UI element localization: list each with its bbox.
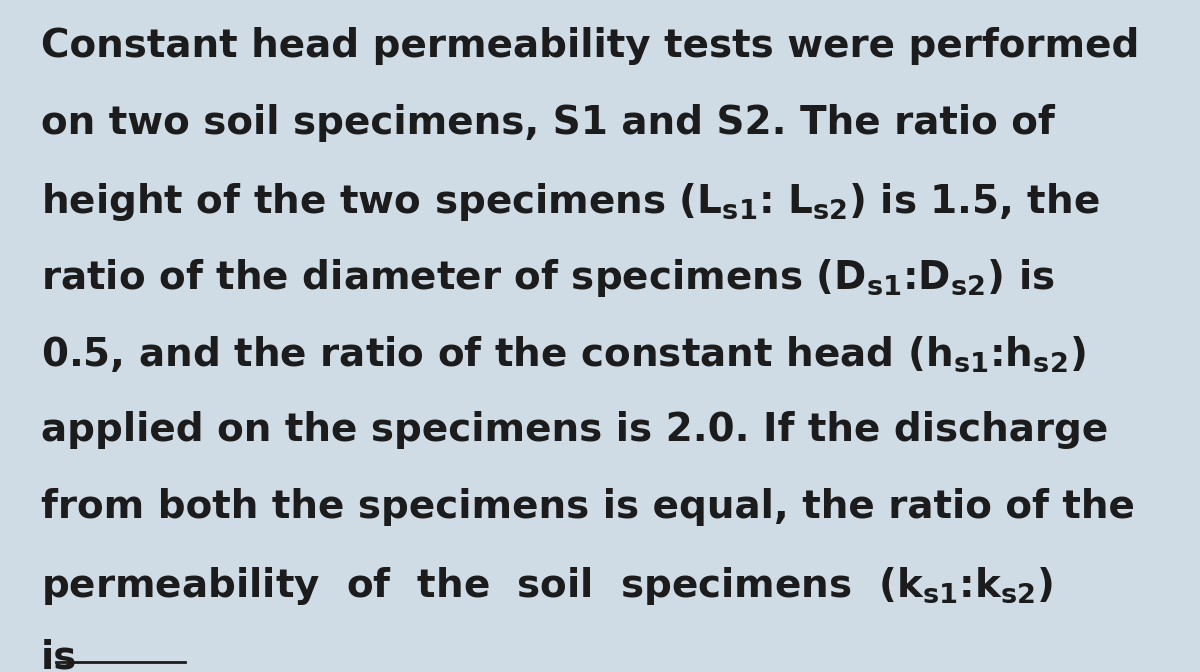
Text: Constant head permeability tests were performed: Constant head permeability tests were pe… — [41, 27, 1140, 65]
Text: applied on the specimens is 2.0. If the discharge: applied on the specimens is 2.0. If the … — [41, 411, 1109, 449]
Text: 0.5, and the ratio of the constant head ($\mathbf{h_{s1}}$:$\mathbf{h_{s2}}$): 0.5, and the ratio of the constant head … — [41, 335, 1086, 374]
Text: on two soil specimens, S1 and S2. The ratio of: on two soil specimens, S1 and S2. The ra… — [41, 104, 1055, 142]
Text: is: is — [41, 639, 78, 672]
Text: from both the specimens is equal, the ratio of the: from both the specimens is equal, the ra… — [41, 488, 1135, 526]
Text: height of the two specimens ($\mathbf{L_{s1}}$: $\mathbf{L_{s2}}$) is 1.5, the: height of the two specimens ($\mathbf{L_… — [41, 181, 1099, 222]
Text: ratio of the diameter of specimens ($\mathbf{D_{s1}}$:$\mathbf{D_{s2}}$) is: ratio of the diameter of specimens ($\ma… — [41, 257, 1055, 300]
Text: permeability  of  the  soil  specimens  ($\mathbf{k_{s1}}$:$\mathbf{k_{s2}}$): permeability of the soil specimens ($\ma… — [41, 565, 1054, 607]
